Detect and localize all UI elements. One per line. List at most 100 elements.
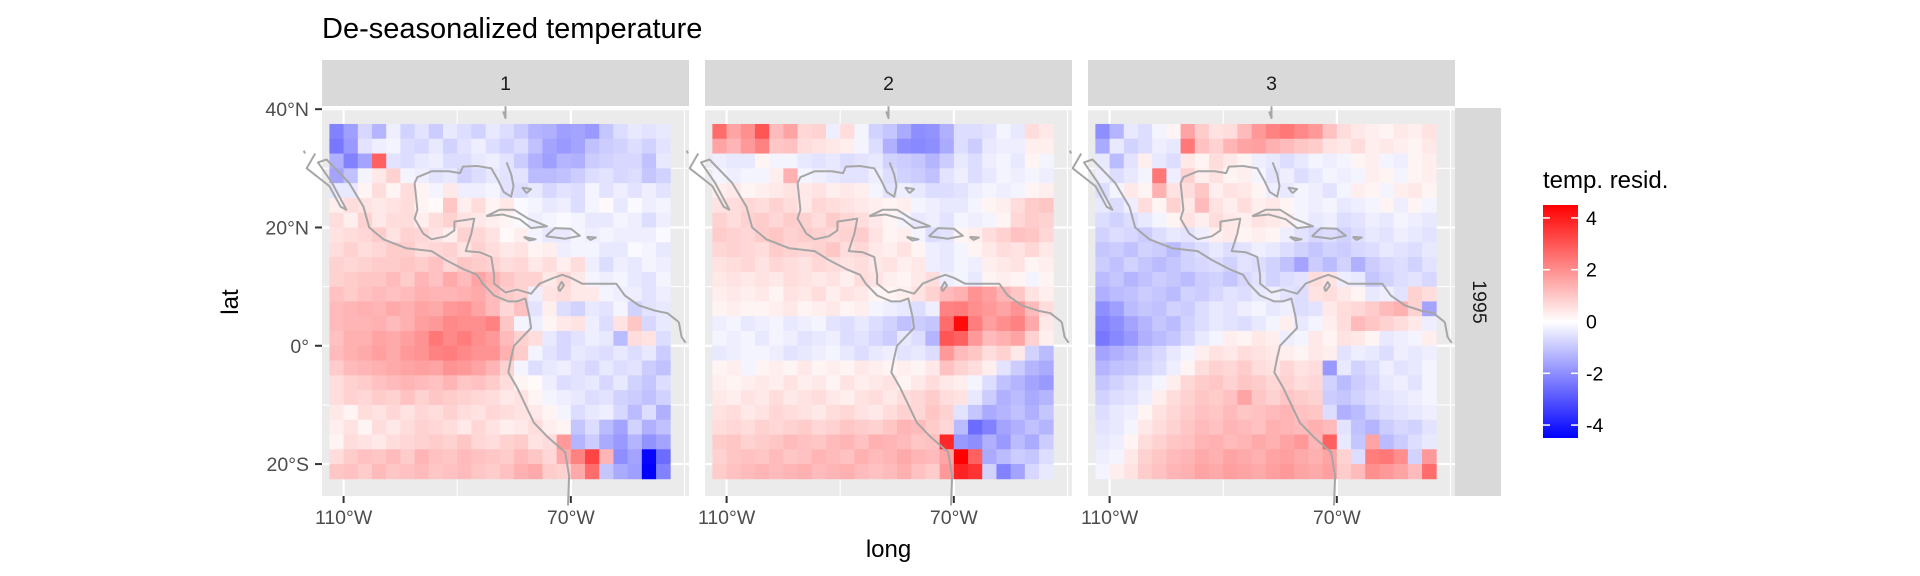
heatmap-cell	[1152, 242, 1167, 258]
heatmap-cell	[840, 301, 855, 317]
heatmap-cell	[570, 168, 586, 184]
heatmap-cell	[656, 434, 671, 450]
heatmap-cell	[1336, 242, 1352, 258]
heatmap-cell	[570, 212, 586, 228]
heatmap-cell	[343, 449, 359, 465]
heatmap-cell	[443, 227, 458, 243]
heatmap-cell	[656, 271, 671, 288]
heatmap-cell	[1379, 449, 1395, 465]
heatmap-cell	[1137, 197, 1153, 214]
heatmap-cell	[1010, 345, 1026, 361]
heatmap-cell	[514, 360, 529, 376]
x-tick-label: 110°W	[315, 507, 373, 529]
heatmap-cell	[1194, 404, 1210, 421]
heatmap-cell	[1265, 138, 1281, 154]
heatmap-cell	[627, 404, 643, 421]
heatmap-cell	[982, 390, 997, 406]
heatmap-cell	[1166, 168, 1181, 184]
heatmap-cell	[982, 330, 997, 347]
heatmap-cell	[712, 434, 727, 450]
heatmap-cell	[882, 360, 898, 376]
heatmap-cell	[542, 404, 558, 421]
heatmap-cell	[371, 301, 387, 317]
heatmap-cell	[1237, 464, 1253, 480]
heatmap-cell	[1109, 301, 1125, 317]
heatmap-cell	[1294, 404, 1309, 421]
heatmap-cell	[811, 390, 827, 406]
heatmap-cell	[485, 227, 501, 243]
heatmap-cell	[712, 257, 727, 273]
heatmap-cell	[1095, 345, 1110, 361]
heatmap-cell	[499, 227, 515, 243]
heatmap-cell	[1123, 375, 1139, 391]
heatmap-cell	[428, 390, 444, 406]
heatmap-cell	[1039, 197, 1054, 214]
heatmap-cell	[599, 242, 614, 258]
heatmap-cell	[585, 449, 600, 465]
coastline-panel-top-bleed	[1268, 106, 1273, 120]
heatmap-cell	[1265, 375, 1281, 391]
heatmap-cell	[996, 242, 1012, 258]
heatmap-cell	[641, 316, 657, 332]
heatmap-cell	[556, 390, 572, 406]
heatmap-cell	[1209, 153, 1224, 169]
heatmap-cell	[1336, 464, 1352, 480]
heatmap-cell	[797, 375, 813, 391]
heatmap-cell	[386, 330, 401, 347]
heatmap-cell	[457, 330, 472, 347]
heatmap-cell	[1194, 434, 1210, 450]
heatmap-cell	[627, 138, 643, 154]
heatmap-cell	[1095, 138, 1110, 154]
heatmap-cell	[953, 168, 969, 184]
heatmap-cell	[329, 390, 344, 406]
coastline-bahamas	[521, 186, 533, 194]
heatmap-cell	[428, 301, 444, 317]
heatmap-cell	[968, 419, 983, 435]
heatmap-cell	[811, 138, 827, 154]
heatmap-cell	[428, 212, 444, 228]
heatmap-cell	[1351, 123, 1366, 140]
heatmap-cell	[570, 404, 586, 421]
heatmap-cell	[897, 123, 912, 140]
heatmap-cell	[968, 212, 983, 228]
heatmap-cell	[939, 404, 955, 421]
heatmap-cell	[329, 419, 344, 435]
heatmap-cell	[542, 242, 558, 258]
heatmap-cell	[911, 419, 926, 435]
heatmap-cell	[1251, 316, 1267, 332]
heatmap-cell	[1166, 434, 1181, 450]
heatmap-cell	[953, 257, 969, 273]
heatmap-cell	[868, 449, 884, 465]
heatmap-cell	[1322, 123, 1338, 140]
heatmap-cell	[1024, 286, 1040, 302]
heatmap-cell	[1280, 257, 1295, 273]
heatmap-cell	[925, 434, 941, 450]
heatmap-cell	[1251, 123, 1267, 140]
heatmap-cell	[1280, 316, 1295, 332]
heatmap-cell	[428, 138, 444, 154]
heatmap-cell	[840, 138, 855, 154]
heatmap-cell	[1024, 212, 1040, 228]
heatmap-cell	[939, 212, 955, 228]
heatmap-cell	[882, 242, 898, 258]
heatmap-cell	[414, 271, 430, 288]
heatmap-cell	[1351, 242, 1366, 258]
heatmap-cell	[414, 345, 430, 361]
heatmap-cell	[641, 197, 657, 214]
heatmap-cell	[897, 360, 912, 376]
heatmap-cell	[641, 257, 657, 273]
heatmap-cell	[542, 153, 558, 169]
heatmap-cell	[1237, 330, 1253, 347]
heatmap-cell	[485, 375, 501, 391]
heatmap-cell	[1422, 375, 1437, 391]
heatmap-cell	[1237, 242, 1253, 258]
heatmap-cell	[996, 464, 1012, 480]
heatmap-cell	[911, 434, 926, 450]
heatmap-cell	[556, 375, 572, 391]
heatmap-cell	[897, 404, 912, 421]
heatmap-cell	[1024, 153, 1040, 169]
heatmap-cell	[1351, 434, 1366, 450]
heatmap-cell	[982, 316, 997, 332]
heatmap-cell	[1336, 404, 1352, 421]
heatmap-cell	[443, 242, 458, 258]
